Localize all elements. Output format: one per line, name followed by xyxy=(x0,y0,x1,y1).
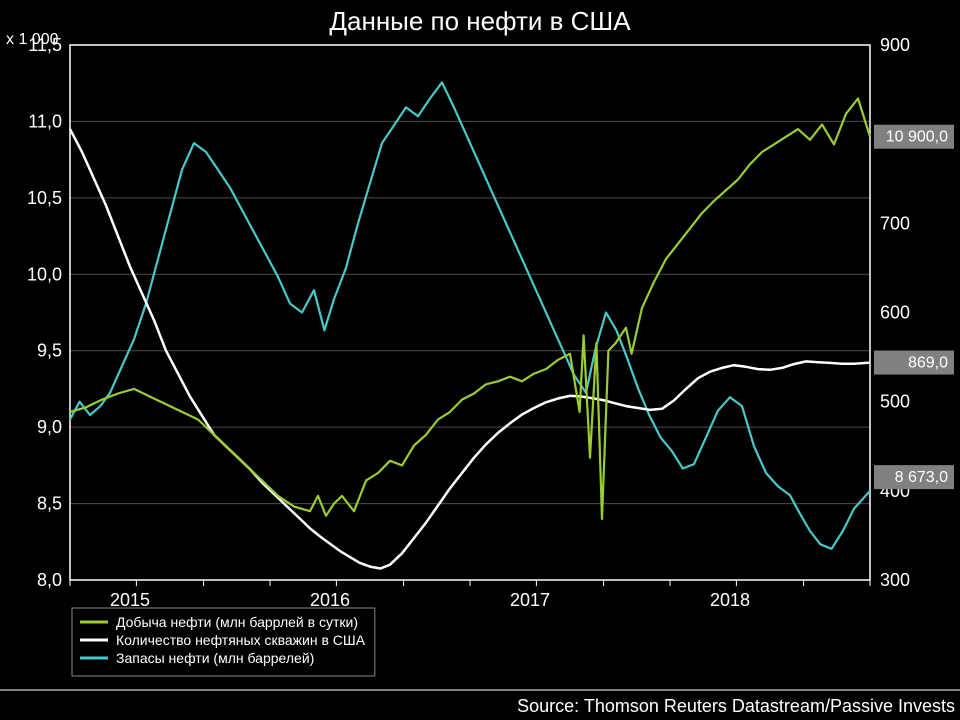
legend-label: Запасы нефти (млн баррелей) xyxy=(116,650,314,666)
y-right-tick-label: 300 xyxy=(880,570,910,590)
y-left-tick-label: 10,5 xyxy=(27,188,62,208)
chart-background xyxy=(0,0,960,720)
y-left-tick-label: 8,5 xyxy=(37,494,62,514)
y-left-tick-label: 8,0 xyxy=(37,570,62,590)
x-year-label: 2018 xyxy=(710,590,750,610)
y-left-tick-label: 9,5 xyxy=(37,341,62,361)
y-left-tick-label: 11,0 xyxy=(28,111,62,131)
value-badge-text: 10 900,0 xyxy=(886,129,948,146)
y-right-tick-label: 600 xyxy=(880,303,910,323)
x-year-label: 2016 xyxy=(310,590,350,610)
y-right-tick-label: 900 xyxy=(880,35,910,55)
value-badge-text: 8 673,0 xyxy=(895,469,948,486)
y-left-tick-label: 9,0 xyxy=(37,417,62,437)
legend-label: Количество нефтяных скважин в США xyxy=(116,632,366,648)
legend-label: Добыча нефти (млн баррлей в сутки) xyxy=(116,614,358,630)
y-left-tick-label: 10,0 xyxy=(27,264,62,284)
x-year-label: 2015 xyxy=(110,590,150,610)
x-year-label: 2017 xyxy=(510,590,550,610)
chart-title: Данные по нефти в США xyxy=(329,6,631,36)
y-right-tick-label: 500 xyxy=(880,392,910,412)
chart-container: Данные по нефти в СШАx 1 0008,08,59,09,5… xyxy=(0,0,960,720)
source-text: Source: Thomson Reuters Datastream/Passi… xyxy=(517,696,955,716)
value-badge-text: 869,0 xyxy=(908,355,948,372)
oil-chart: Данные по нефти в СШАx 1 0008,08,59,09,5… xyxy=(0,0,960,720)
y-left-tick-label: 11,5 xyxy=(28,35,62,55)
y-right-tick-label: 700 xyxy=(880,213,910,233)
